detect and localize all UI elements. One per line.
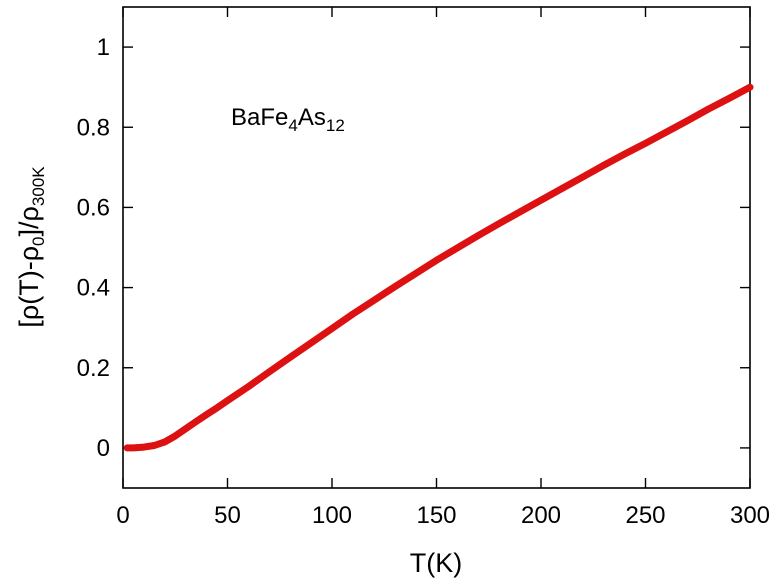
- y-tick-label: 0: [97, 435, 110, 462]
- data-point: [245, 383, 252, 390]
- data-point: [600, 162, 607, 169]
- data-point: [621, 150, 628, 158]
- x-tick-label: 50: [214, 502, 241, 529]
- data-point: [213, 404, 221, 412]
- data-point: [130, 444, 137, 452]
- data-point: [663, 128, 670, 136]
- data-point: [558, 185, 566, 192]
- x-tick-label: 0: [116, 502, 129, 529]
- axis-ticks: [122, 7, 751, 488]
- data-point: [496, 220, 503, 227]
- data-point: [224, 397, 231, 404]
- data-point: [151, 442, 158, 449]
- data-point: [349, 310, 357, 318]
- x-tick-label: 200: [521, 502, 561, 529]
- compound-annotation: BaFe4As12: [231, 104, 345, 135]
- data-point: [172, 432, 179, 440]
- data-point: [537, 197, 545, 204]
- y-tick-label: 0.4: [77, 275, 110, 302]
- data-point: [746, 83, 754, 91]
- data-point: [454, 244, 461, 252]
- y-axis-title: [ρ(T)-ρ0]/ρ300K: [14, 166, 48, 328]
- data-point: [475, 232, 482, 239]
- series-layer: [123, 83, 754, 452]
- x-tick-label: 150: [416, 502, 456, 529]
- data-point: [516, 208, 524, 216]
- data-point: [307, 339, 315, 347]
- data-point: [328, 325, 336, 332]
- y-tick-label: 0.6: [77, 194, 110, 221]
- data-point: [579, 173, 586, 181]
- data-point: [705, 106, 712, 113]
- y-tick-label: 1: [97, 34, 110, 61]
- data-point: [287, 354, 294, 361]
- data-point: [642, 140, 649, 147]
- x-tick-label: 100: [312, 502, 352, 529]
- data-point: [123, 444, 131, 452]
- data-point: [203, 411, 210, 418]
- data-point: [140, 443, 148, 451]
- data-point: [684, 117, 691, 125]
- x-tick-label: 250: [625, 502, 665, 529]
- x-axis-title: T(K): [410, 548, 462, 578]
- y-tick-label: 0.2: [77, 355, 110, 382]
- data-point: [412, 270, 419, 277]
- data-point: [433, 257, 440, 264]
- data-point: [182, 425, 189, 432]
- series-line: [123, 83, 754, 452]
- data-point: [391, 283, 398, 290]
- data-point: [192, 418, 200, 425]
- y-tick-label: 0.8: [77, 114, 110, 141]
- data-point: [725, 95, 733, 102]
- axis-tick-labels: 0 50 100 150 200 250 300 0 0.2 0.4 0.6 0.8 1: [77, 34, 770, 529]
- data-point: [161, 438, 168, 446]
- data-point: [370, 297, 377, 304]
- plot-frame: [122, 6, 751, 489]
- x-tick-label: 300: [730, 502, 770, 529]
- data-point: [266, 368, 273, 375]
